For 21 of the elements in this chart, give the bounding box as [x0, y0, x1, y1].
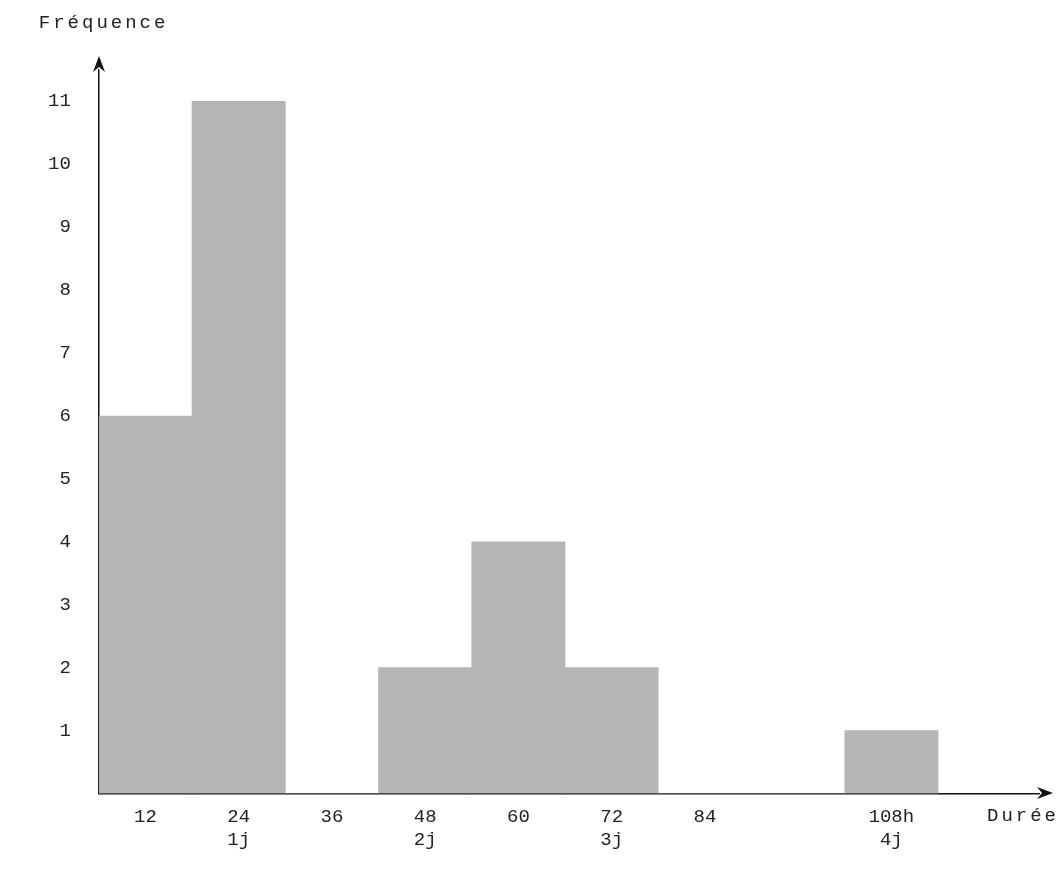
- x-tick-label: 24 1j: [227, 805, 251, 851]
- y-tick-label: 9: [59, 216, 71, 239]
- x-tick-label: 60: [506, 805, 530, 828]
- y-tick-label: 11: [47, 90, 71, 113]
- y-tick-label: 8: [59, 279, 71, 302]
- x-tick-label: 84: [693, 805, 717, 828]
- y-tick-label: 1: [59, 719, 71, 742]
- x-tick-label: 12: [134, 805, 157, 828]
- y-tick-label: 7: [59, 342, 71, 365]
- y-tick-label: 5: [59, 467, 71, 490]
- y-tick-label: 2: [59, 656, 71, 679]
- y-tick-label: 10: [47, 153, 71, 176]
- x-tick-label: 48 2j: [413, 805, 437, 851]
- x-tick-label: 36: [320, 805, 344, 828]
- y-tick-label: 6: [59, 405, 71, 428]
- x-axis-title: Durée: [987, 805, 1060, 828]
- x-tick-label: 108h 4j: [868, 805, 915, 851]
- y-axis-title: Fréquence: [38, 12, 169, 34]
- y-tick-label: 4: [59, 530, 71, 553]
- y-tick-label: 3: [59, 593, 71, 616]
- x-tick-label: 72 3j: [600, 805, 624, 851]
